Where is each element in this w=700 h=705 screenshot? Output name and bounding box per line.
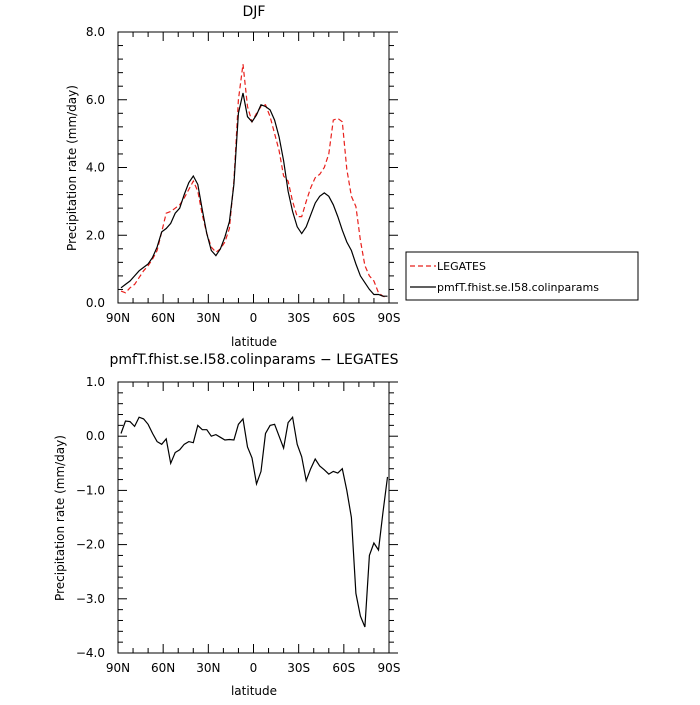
legend-label-model: pmfT.fhist.se.I58.colinparams	[437, 281, 599, 294]
bottom-series-line-0	[120, 415, 389, 628]
bottom-y-tick-label: −1.0	[76, 483, 105, 497]
top-xlabel: latitude	[231, 335, 277, 349]
top-x-tick-label: 30S	[287, 311, 310, 325]
top-series-line-1	[120, 92, 388, 297]
legend-label-legates: LEGATES	[437, 260, 486, 273]
bottom-x-tick-label: 60N	[151, 661, 175, 675]
bottom-ylabel: Precipitation rate (mm/day)	[53, 435, 67, 601]
top-plot-frame	[117, 31, 390, 304]
top-x-tick-label: 60N	[151, 311, 175, 325]
top-y-tick-label: 6.0	[86, 93, 105, 107]
top-x-tick-label: 30N	[196, 311, 220, 325]
top-x-tick-label: 90N	[106, 311, 130, 325]
top-x-tick-label: 60S	[332, 311, 355, 325]
bottom-x-tick-label: 30N	[196, 661, 220, 675]
bottom-x-tick-label: 90N	[106, 661, 130, 675]
legend-box	[405, 251, 639, 301]
top-panel: DJF 90N 60N 30N 0 30S 60S 90S 0.0 2.0 4.0 6.0 8.0 l…	[65, 4, 639, 349]
bottom-x-tick-label: 60S	[332, 661, 355, 675]
bottom-y-tick-label: −3.0	[76, 592, 105, 606]
top-ylabel: Precipitation rate (mm/day)	[65, 85, 79, 251]
top-y-tick-label: 0.0	[86, 296, 105, 310]
bottom-y-tick-label: −4.0	[76, 646, 105, 660]
top-x-tick-label: 0	[250, 311, 258, 325]
top-y-tick-label: 8.0	[86, 25, 105, 39]
top-x-tick-label: 90S	[378, 311, 401, 325]
bottom-chart-title: pmfT.fhist.se.I58.colinparams − LEGATES	[109, 352, 398, 368]
bottom-x-tick-label: 0	[250, 661, 258, 675]
bottom-y-tick-label: −2.0	[76, 538, 105, 552]
bottom-x-tick-label: 30S	[287, 661, 310, 675]
top-y-tick-label: 2.0	[86, 228, 105, 242]
bottom-x-tick-label: 90S	[378, 661, 401, 675]
bottom-xlabel: latitude	[231, 684, 277, 698]
top-series	[120, 64, 388, 299]
bottom-ticks: 90N 60N 30N 0 30S 60S 90S −4.0 −3.0 −2.0 −1.0 0.0 1.…	[76, 375, 401, 675]
top-series-line-0	[120, 64, 388, 299]
legend: LEGATES pmfT.fhist.se.I58.colinparams	[405, 251, 639, 301]
bottom-series	[120, 415, 389, 628]
bottom-y-tick-label: 0.0	[86, 429, 105, 443]
bottom-plot-frame	[117, 381, 390, 654]
top-ticks: 90N 60N 30N 0 30S 60S 90S 0.0 2.0 4.0 6.0 8.0	[86, 25, 401, 325]
bottom-panel: pmfT.fhist.se.I58.colinparams − LEGATES …	[53, 352, 400, 698]
top-y-tick-label: 4.0	[86, 161, 105, 175]
bottom-y-tick-label: 1.0	[86, 375, 105, 389]
top-chart-title: DJF	[243, 4, 266, 20]
